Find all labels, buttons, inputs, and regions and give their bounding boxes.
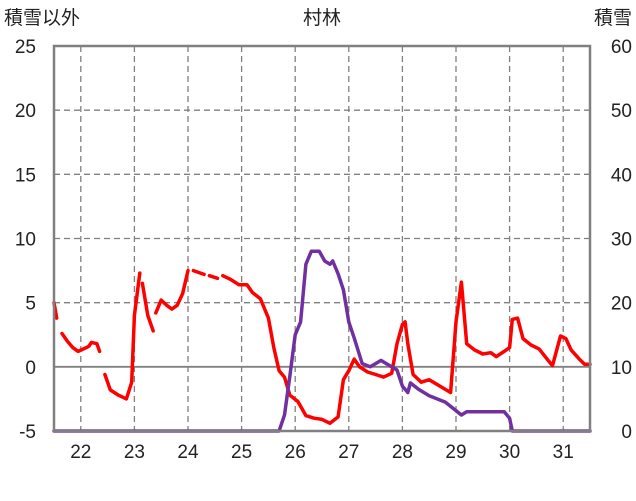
other-series-line [154, 268, 190, 315]
other-series-line [140, 281, 155, 333]
left-tick-label: 0 [25, 358, 36, 379]
left-axis-title: 積雪以外 [4, 7, 80, 29]
right-tick-label: 30 [611, 230, 632, 251]
snow-depth-series-line [52, 249, 592, 433]
other-series-line [221, 273, 592, 426]
x-tick-label: 31 [553, 442, 574, 463]
right-tick-label: 20 [611, 294, 632, 315]
x-tick-label: 26 [285, 442, 306, 463]
right-tick-label: 10 [611, 358, 632, 379]
x-tick-label: 30 [499, 442, 520, 463]
tick-labels: 22 23 24 25 26 27 28 29 30 31 -5 0 5 10 15 20 25 0 10 20 30 4… [15, 37, 632, 463]
left-tick-label: 25 [15, 37, 36, 58]
left-tick-label: 20 [15, 101, 36, 122]
x-tick-label: 28 [392, 442, 413, 463]
other-series-line [207, 273, 220, 281]
x-tick-label: 23 [124, 442, 145, 463]
chart-title: 村林 [303, 7, 341, 29]
x-tick-label: 25 [231, 442, 252, 463]
other-series-line [191, 268, 206, 277]
plot-frame [52, 44, 592, 433]
left-tick-label: 15 [15, 165, 36, 186]
x-tick-label: 24 [177, 442, 199, 463]
right-tick-label: 0 [621, 422, 632, 443]
left-tick-label: -5 [19, 422, 36, 443]
other-series-line [103, 271, 142, 401]
left-tick-label: 5 [25, 294, 36, 315]
other-series-line [60, 331, 102, 354]
right-tick-label: 50 [611, 101, 632, 122]
grid [54, 46, 590, 431]
right-tick-label: 40 [611, 165, 632, 186]
x-tick-label: 27 [338, 442, 359, 463]
x-tick-label: 22 [70, 442, 91, 463]
right-tick-label: 60 [611, 37, 632, 58]
x-tick-label: 29 [445, 442, 466, 463]
right-axis-title: 積雪 [594, 7, 632, 29]
left-tick-label: 10 [15, 230, 36, 251]
